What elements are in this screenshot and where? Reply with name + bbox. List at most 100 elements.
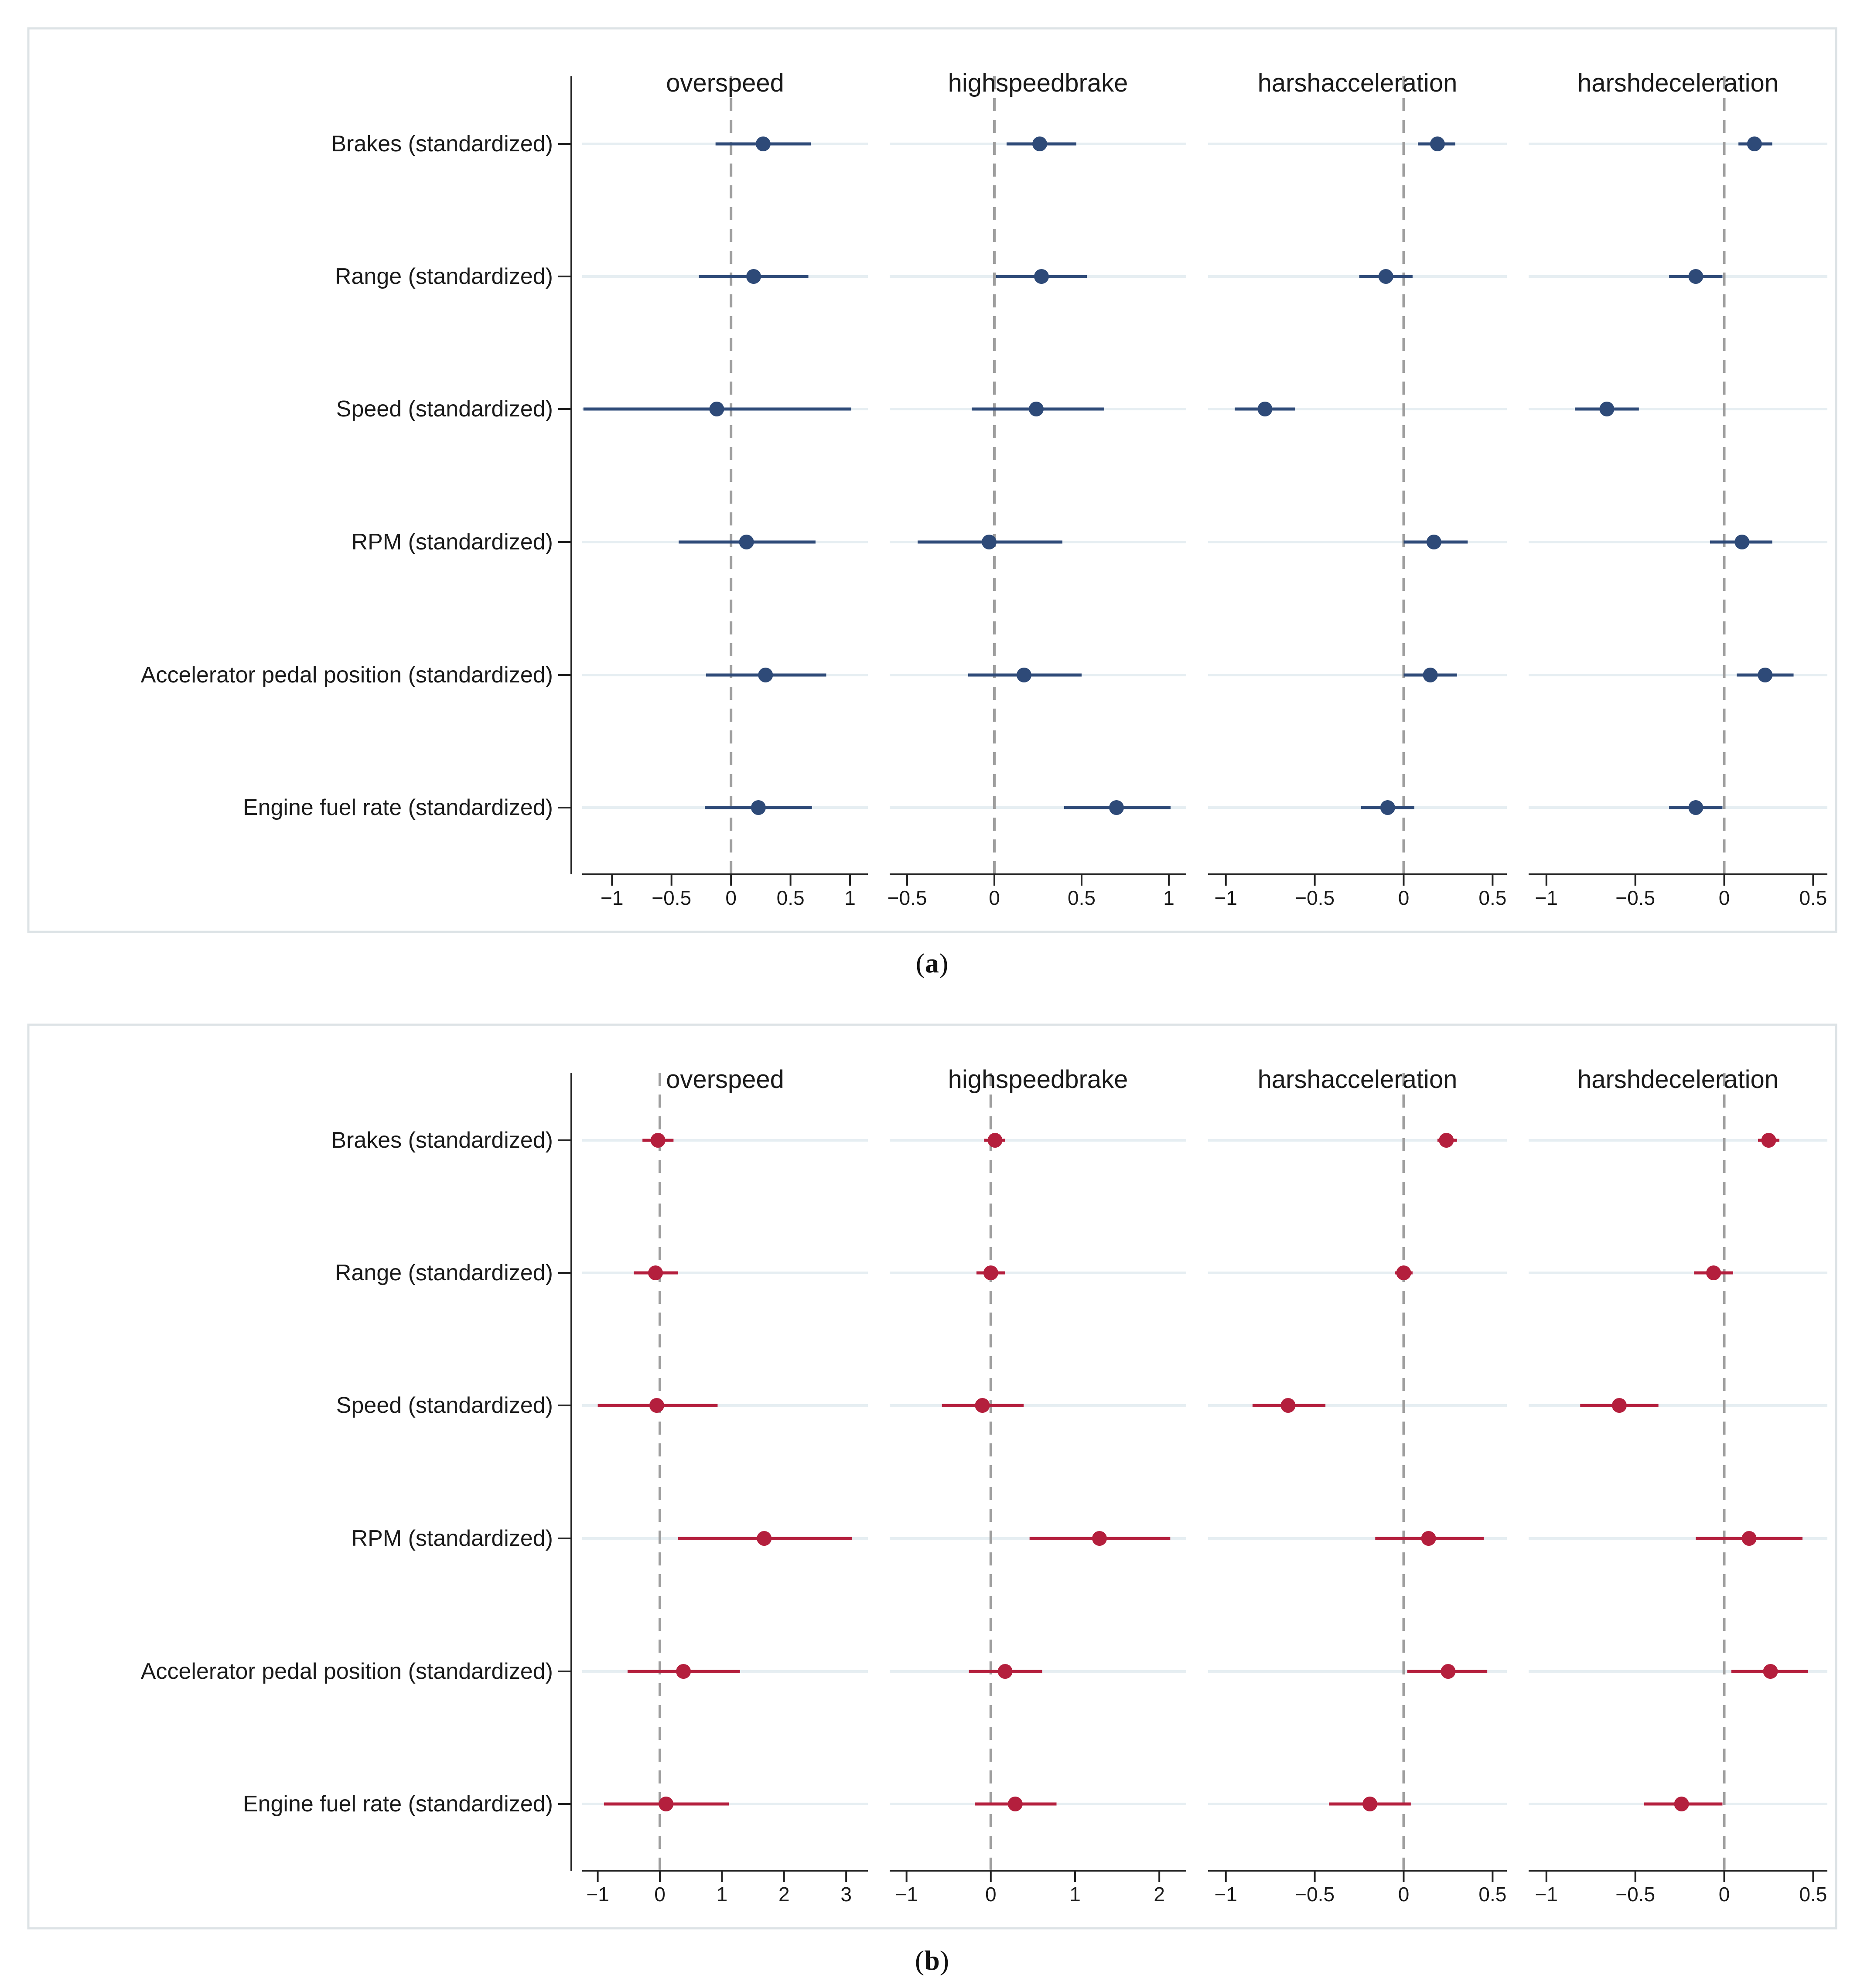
category-label: Range (standardized)	[335, 264, 553, 289]
x-tick-label: −1	[895, 1883, 918, 1906]
x-tick-label: −1	[586, 1883, 609, 1906]
subfigure-a-plot: Brakes (standardized) Range (standardized…	[141, 69, 1827, 909]
category-label: RPM (standardized)	[352, 1526, 553, 1551]
x-tick-label: 2	[778, 1883, 790, 1906]
panel-title: overspeed	[666, 1065, 784, 1094]
category-label: Engine fuel rate (standardized)	[243, 795, 553, 820]
x-tick-label: 0	[1398, 887, 1410, 909]
x-tick-label: 0.5	[1478, 1883, 1506, 1906]
point-estimate	[1092, 1531, 1107, 1546]
subfigure-a-caption-letter: a	[925, 948, 939, 979]
x-tick-label: −1	[601, 887, 623, 909]
x-tick-label: 0.5	[1478, 887, 1506, 909]
point-estimate	[987, 1133, 1003, 1148]
category-label: Brakes (standardized)	[331, 1128, 553, 1153]
point-estimate	[1378, 269, 1393, 284]
x-tick-label: 0.5	[1799, 887, 1827, 909]
x-tick-label: 0.5	[1068, 887, 1096, 909]
point-estimate	[1599, 402, 1615, 416]
point-estimate	[1758, 668, 1773, 682]
point-estimate	[982, 535, 997, 549]
panel-harshacceleration: −1 −0.5 0 0.5 harshacceleration	[1208, 1065, 1507, 1906]
point-estimate	[1763, 1664, 1778, 1679]
x-tick-label: 0	[654, 1883, 666, 1906]
point-estimate	[1441, 1664, 1456, 1679]
panel-highspeedbrake: −1 0 1 2 highspeedbrake	[890, 1065, 1186, 1906]
point-estimate	[650, 1133, 666, 1148]
x-tick-label: 0	[989, 887, 1000, 909]
point-estimate	[751, 800, 766, 815]
point-estimate	[755, 136, 771, 151]
point-estimate	[975, 1398, 990, 1413]
point-estimate	[1017, 668, 1031, 682]
x-tick-label: −0.5	[652, 887, 691, 909]
point-estimate	[1029, 402, 1044, 416]
point-estimate	[1257, 402, 1273, 416]
category-label: Speed (standardized)	[336, 396, 553, 422]
point-estimate	[709, 402, 724, 416]
point-estimate	[1741, 1531, 1757, 1546]
point-estimate	[1007, 1797, 1023, 1811]
point-estimate	[997, 1664, 1013, 1679]
subfigure-b-plot: Brakes (standardized) Range (standardized…	[141, 1065, 1827, 1906]
panel-overspeed: −1 −0.5 0 0.5 1 overspeed	[582, 69, 868, 909]
subfigure-b-caption: (b)	[915, 1945, 949, 1976]
panel-title: overspeed	[666, 69, 784, 97]
panel-title: highspeedbrake	[948, 69, 1128, 97]
point-estimate	[676, 1664, 691, 1679]
point-estimate	[1032, 136, 1047, 151]
point-estimate	[1611, 1398, 1627, 1413]
x-tick-label: −1	[1215, 887, 1237, 909]
x-tick-label: −1	[1215, 1883, 1237, 1906]
point-estimate	[983, 1265, 998, 1280]
point-estimate	[1421, 1531, 1436, 1546]
category-label: RPM (standardized)	[352, 529, 553, 555]
panel-title: highspeedbrake	[948, 1065, 1128, 1094]
x-tick-label: 2	[1154, 1883, 1165, 1906]
panel-title: harshdeceleration	[1577, 1065, 1779, 1094]
subfigure-a-frame	[27, 27, 1837, 933]
category-label: Brakes (standardized)	[331, 131, 553, 157]
panel-harshdeceleration: −1 −0.5 0 0.5 harshdeceleration	[1529, 69, 1827, 909]
point-estimate	[758, 668, 773, 682]
x-tick-label: 0	[1398, 1883, 1410, 1906]
panel-title: harshacceleration	[1258, 1065, 1458, 1094]
point-estimate	[1109, 800, 1124, 815]
point-estimate	[1439, 1133, 1454, 1148]
x-tick-label: −1	[1535, 887, 1558, 909]
x-tick-label: 1	[717, 1883, 728, 1906]
category-label: Range (standardized)	[335, 1260, 553, 1286]
point-estimate	[1761, 1133, 1776, 1148]
panel-harshdeceleration: −1 −0.5 0 0.5 harshdeceleration	[1529, 1065, 1827, 1906]
point-estimate	[1396, 1265, 1411, 1280]
panel-overspeed: −1 0 1 2 3 overspeed	[582, 1065, 868, 1906]
point-estimate	[1280, 1398, 1296, 1413]
panel-title: harshdeceleration	[1577, 69, 1779, 97]
x-tick-label: 1	[1163, 887, 1174, 909]
category-label: Engine fuel rate (standardized)	[243, 1791, 553, 1817]
panel-harshacceleration: −1 −0.5 0 0.5 harshacceleration	[1208, 69, 1507, 909]
x-tick-label: −1	[1535, 1883, 1558, 1906]
point-estimate	[1747, 136, 1762, 151]
x-tick-label: −0.5	[1295, 887, 1335, 909]
point-estimate	[1034, 269, 1049, 284]
point-estimate	[1362, 1797, 1378, 1811]
point-estimate	[659, 1797, 674, 1811]
x-tick-label: 1	[844, 887, 856, 909]
point-estimate	[648, 1265, 663, 1280]
point-estimate	[1688, 269, 1704, 284]
x-tick-label: 0	[1719, 1883, 1730, 1906]
point-estimate	[1734, 535, 1750, 549]
x-tick-label: −0.5	[1615, 887, 1655, 909]
category-label: Accelerator pedal position (standardized…	[141, 662, 553, 688]
subfigure-b-caption-letter: b	[924, 1945, 940, 1976]
point-estimate	[739, 535, 754, 549]
point-estimate	[649, 1398, 664, 1413]
x-tick-label: 0.5	[1799, 1883, 1827, 1906]
category-label: Speed (standardized)	[336, 1393, 553, 1418]
point-estimate	[1423, 668, 1438, 682]
x-tick-label: 0	[1719, 887, 1730, 909]
x-tick-label: 0.5	[777, 887, 805, 909]
panel-highspeedbrake: −0.5 0 0.5 1 highspeedbrake	[888, 69, 1186, 909]
